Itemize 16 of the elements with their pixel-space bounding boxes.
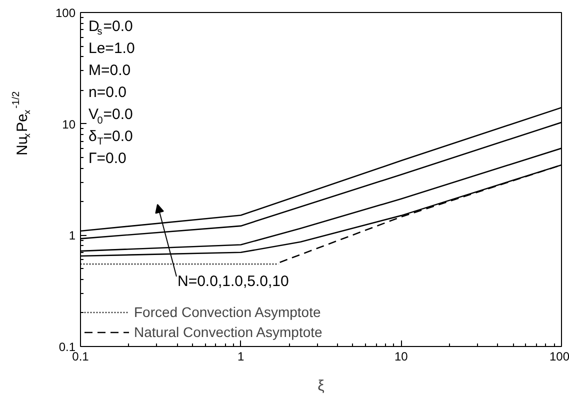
x-axis-title: ξ [318, 378, 325, 394]
x-tick-label: 10 [394, 350, 408, 364]
annotation: n=0.0 [88, 84, 126, 101]
annotation: M=0.0 [88, 62, 131, 79]
annotation: Γ=0.0 [88, 150, 126, 167]
legend-label: Natural Convection Asymptote [134, 324, 322, 340]
y-tick-label: 1 [68, 228, 76, 243]
y-tick-label: 100 [55, 6, 76, 20]
legend-label: Forced Convection Asymptote [134, 304, 321, 320]
x-tick-label: 1 [237, 350, 244, 364]
y-axis-title: NuxPex-1/2 [11, 90, 34, 156]
x-tick-label: 0.1 [72, 350, 90, 364]
x-tick-label: 100 [549, 350, 569, 364]
annotation: Le=1.0 [88, 40, 135, 57]
annotation: N=0.0,1.0,5.0,10 [178, 273, 289, 290]
y-tick-label: 10 [62, 117, 76, 132]
